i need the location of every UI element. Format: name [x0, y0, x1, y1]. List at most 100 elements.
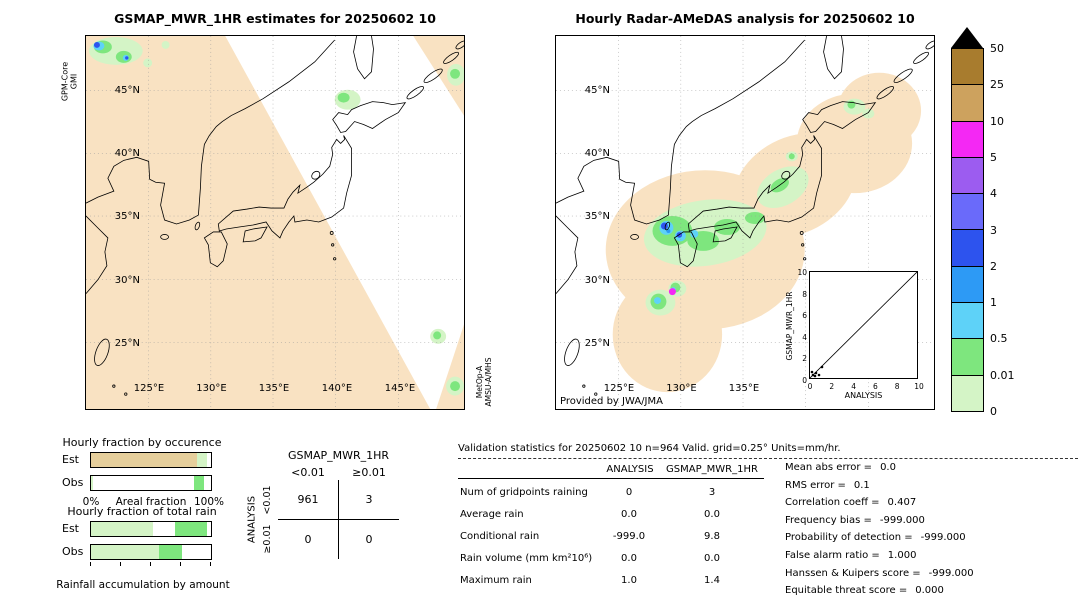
total-rain-bar-group: Hourly fraction of total rain Est Obs: [58, 505, 226, 575]
metric-value: 0.407: [887, 497, 917, 509]
metric-line: Equitable threat score = 0.000: [785, 585, 944, 596]
metric-line: Probability of detection = -999.000: [785, 532, 966, 543]
bar-axis-tick: [150, 562, 151, 566]
inset-y-tick-label: 8: [802, 289, 807, 299]
contingency-title: GSMAP_MWR_1HR: [287, 449, 390, 462]
areal-fraction-min: 0%: [82, 496, 100, 508]
bar-segment: [91, 476, 94, 490]
stat-gsmap-value: 9.8: [704, 531, 720, 542]
metric-label: Correlation coeff =: [785, 497, 880, 509]
inset-y-tick-label: 0: [802, 376, 807, 385]
metric-value: 0.1: [853, 479, 870, 491]
lon-tick-label: 130°E: [666, 383, 697, 394]
colorbar-tick-label: 2: [990, 259, 997, 273]
inset-y-tick-label: 2: [802, 354, 807, 364]
lat-tick-label: 25°N: [584, 338, 610, 349]
inset-y-axis-title: GSMAP_MWR_1HR: [785, 291, 794, 361]
inset-x-tick-label: 2: [829, 382, 835, 391]
stat-analysis-value: 0.0: [621, 509, 637, 520]
scatter-points: [810, 365, 824, 378]
metric-label: Equitable threat score =: [785, 585, 908, 597]
contingency-cell-11: 0: [365, 533, 373, 546]
colorbar-tick-label: 0.5: [990, 332, 1008, 346]
colorbar-segment: [952, 338, 983, 375]
colorbar-segment: [952, 84, 983, 121]
scatter-inset: 0 0 2 2 4 4 6 6 8 8 10 10 ANALYSIS GSMAP_MWR_1HR: [785, 268, 924, 400]
lon-tick-label: 125°E: [133, 383, 165, 394]
colorbar-tick-label: 0: [990, 405, 997, 418]
swath-label-line2: AMSU-A/MHS: [483, 357, 493, 407]
contingency-col-header-lt: <0.01: [291, 466, 325, 479]
stat-row-label: Maximum rain: [460, 575, 532, 586]
contingency-cell-00: 961: [297, 493, 319, 506]
bar-segment: [91, 453, 197, 467]
lat-tick-label: 40°N: [584, 148, 610, 159]
bar-segment: [93, 476, 195, 490]
lon-tick-label: 145°E: [384, 383, 416, 394]
stat-analysis-value: 0: [625, 487, 633, 498]
lon-tick-label: 125°E: [603, 383, 635, 394]
lat-tick-label: 35°N: [584, 211, 610, 222]
colorbar-tick-label: 5: [990, 150, 997, 164]
left-map-title: GSMAP_MWR_1HR estimates for 20250602 10: [114, 11, 436, 26]
colorbar-overflow-triangle: [951, 27, 983, 48]
bar-axis-tick: [210, 562, 211, 566]
contingency-row-header-lt: <0.01: [262, 485, 273, 515]
satellite-swath-coverage: [86, 36, 464, 409]
bar-row-label-est: Est: [62, 453, 79, 466]
colorbar-labels: 50 25 10 5 4 3 2 1 0.5 0.01 0: [990, 42, 1030, 418]
inset-x-tick-label: 6: [873, 382, 878, 391]
left-map-canvas: [86, 36, 464, 409]
bar-segment: [207, 522, 211, 536]
stats-divider-dashed: [458, 458, 1078, 459]
gpm-core-gmi-swath-label: GPM-Core GMI: [61, 47, 80, 117]
contingency-col-header-ge: ≥0.01: [352, 466, 386, 479]
data-credit: Provided by JWA/JMA: [560, 396, 663, 407]
stat-row-label: Rain volume (mm km²10⁶): [460, 553, 593, 564]
total-rain-est-bar: [90, 521, 212, 537]
inset-x-tick-label: 8: [894, 382, 900, 391]
coastlines: [86, 36, 464, 396]
total-rain-axis-ticks: [90, 562, 212, 567]
inset-x-tick-label: 10: [914, 382, 924, 391]
lat-tick-label: 35°N: [114, 211, 140, 222]
lat-tick-label: 30°N: [584, 275, 610, 286]
colorbar-segment: [952, 49, 983, 85]
occurrence-obs-bar: [90, 475, 212, 491]
inset-y-tick-label: 4: [802, 332, 807, 342]
metric-line: Frequency bias = -999.000: [785, 515, 925, 526]
total-rain-caption: Rainfall accumulation by amount: [56, 579, 230, 591]
contingency-grid-hline: [278, 519, 399, 520]
bar-axis-tick: [180, 562, 181, 566]
bar-row-label-obs: Obs: [62, 545, 84, 558]
colorbar-tick-label: 25: [990, 78, 1004, 92]
stat-analysis-value: 0.0: [621, 553, 637, 564]
swath-label-line2: GMI: [69, 73, 79, 90]
areal-fraction-max: 100%: [193, 496, 225, 508]
lon-tick-label: 135°E: [258, 383, 290, 394]
metop-amsu-swath-label: MetOp-A AMSU-A/MHS: [475, 345, 494, 419]
colorbar-tick-label: 1: [990, 296, 997, 310]
contingency-cell-01: 3: [365, 493, 373, 506]
stats-col-analysis: ANALYSIS: [606, 464, 654, 475]
inset-x-tick-label: 4: [851, 382, 856, 391]
stat-analysis-value: 1.0: [621, 575, 637, 586]
metric-value: -999.000: [928, 567, 974, 579]
metric-line: False alarm ratio = 1.000: [785, 550, 916, 561]
stat-row-label: Conditional rain: [460, 531, 540, 542]
colorbar-tick-label: 10: [990, 114, 1004, 128]
bar-segment: [203, 476, 211, 490]
radar-precipitation-cells: [643, 98, 875, 316]
metric-value: 0.000: [915, 585, 944, 597]
colorbar-tick-label: 4: [990, 187, 997, 201]
bar-segment: [194, 476, 204, 490]
occurrence-est-bar: [90, 452, 212, 468]
metric-label: RMS error =: [785, 479, 846, 491]
colorbar-segment: [952, 265, 983, 303]
occurrence-title: Hourly fraction by occurence: [62, 436, 222, 449]
bar-row-label-obs: Obs: [62, 476, 84, 489]
metric-label: Frequency bias =: [785, 514, 872, 526]
metric-value: 1.000: [887, 550, 917, 561]
bar-segment: [91, 545, 160, 559]
one-to-one-line: [810, 272, 917, 378]
